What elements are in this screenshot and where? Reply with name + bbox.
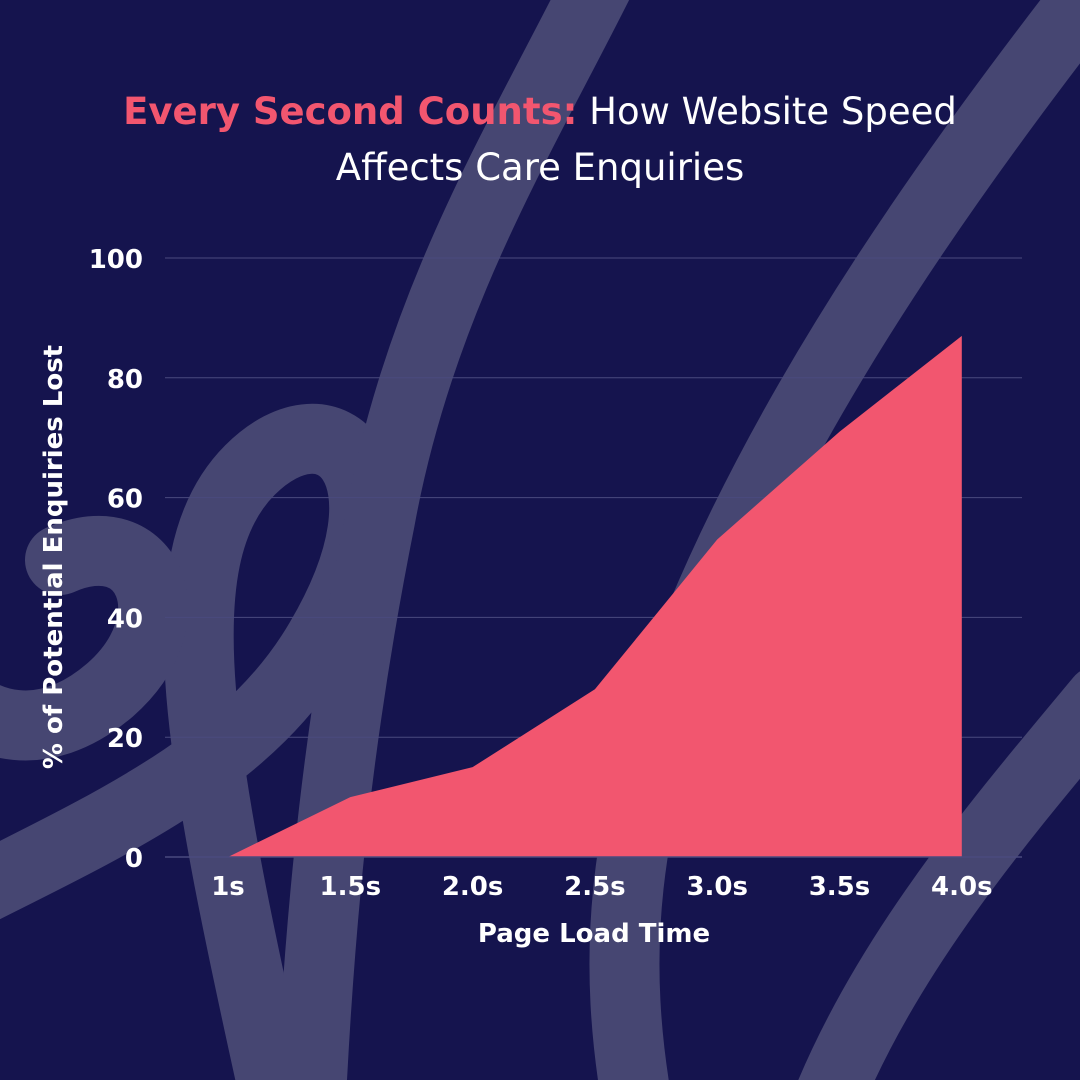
y-tick-label: 60 bbox=[107, 485, 143, 515]
y-tick-label: 20 bbox=[107, 724, 143, 754]
swirl-stroke-loop bbox=[0, 515, 188, 761]
x-tick-label: 3.5s bbox=[809, 872, 871, 902]
chart-title: Every Second Counts: How Website Speed A… bbox=[0, 84, 1080, 196]
x-tick-label: 2.5s bbox=[564, 872, 626, 902]
y-tick-label: 0 bbox=[125, 844, 143, 874]
title-rest-line-1: How Website Speed bbox=[589, 90, 957, 133]
x-tick-label: 2.0s bbox=[442, 872, 504, 902]
swirl-stroke-lower-right bbox=[798, 671, 1080, 1080]
title-rest-line-2: Affects Care Enquiries bbox=[335, 146, 745, 189]
x-tick-label: 4.0s bbox=[931, 872, 993, 902]
x-tick-label: 3.0s bbox=[686, 872, 748, 902]
swirl-stroke-center bbox=[276, 0, 630, 1080]
x-tick-label: 1s bbox=[211, 872, 245, 902]
x-tick-label: 1.5s bbox=[320, 872, 382, 902]
x-axis-label: Page Load Time bbox=[478, 919, 710, 949]
y-tick-label: 40 bbox=[107, 604, 143, 634]
swirl-stroke-left bbox=[0, 403, 400, 1080]
area-series bbox=[228, 335, 962, 857]
y-tick-label: 100 bbox=[89, 245, 143, 275]
y-axis-label: % of Potential Enquiries Lost bbox=[39, 345, 69, 769]
x-tick-labels: 1s 1.5s 2.0s 2.5s 3.0s 3.5s 4.0s bbox=[211, 872, 992, 902]
title-highlight: Every Second Counts: bbox=[123, 90, 578, 133]
y-tick-labels: 0 20 40 60 80 100 bbox=[89, 245, 143, 874]
title-line-1: Every Second Counts: How Website Speed bbox=[0, 84, 1080, 140]
y-tick-label: 80 bbox=[107, 365, 143, 395]
